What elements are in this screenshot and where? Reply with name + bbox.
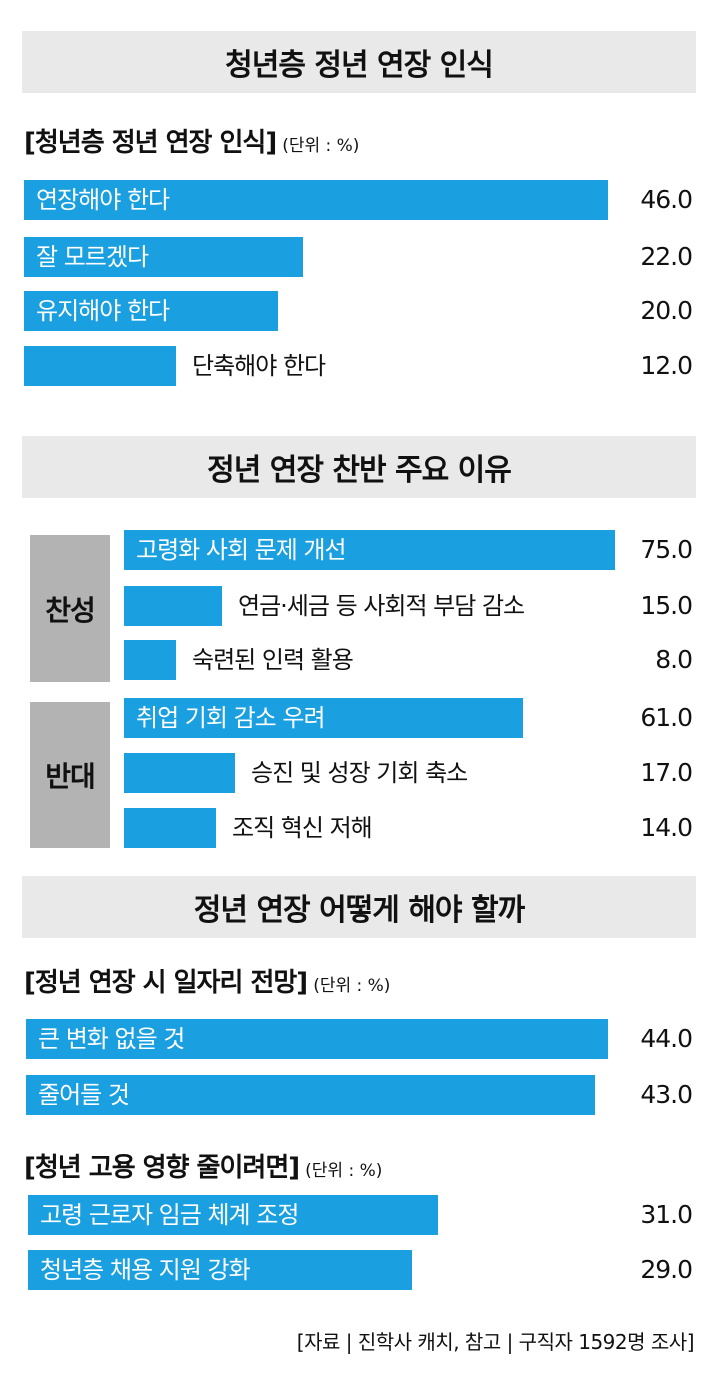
bar <box>26 1075 595 1115</box>
bar-label: 숙련된 인력 활용 <box>192 646 354 674</box>
value-label: 46.0 <box>640 185 693 214</box>
bar <box>24 237 303 277</box>
value-label: 75.0 <box>640 535 693 564</box>
bar <box>24 180 608 220</box>
bar <box>28 1195 438 1235</box>
section-title: 정년 연장 찬반 주요 이유 <box>22 436 696 498</box>
bar <box>24 346 176 386</box>
unit-label: (단위 : %) <box>313 976 391 996</box>
group-label: 찬성 <box>30 535 110 682</box>
value-label: 17.0 <box>640 758 693 787</box>
bar-label: 조직 혁신 저해 <box>232 814 373 842</box>
value-label: 22.0 <box>640 242 693 271</box>
value-label: 29.0 <box>640 1255 693 1284</box>
value-label: 61.0 <box>640 703 693 732</box>
value-label: 8.0 <box>655 645 693 674</box>
bar <box>124 586 222 626</box>
chart-subtitle: [청년층 정년 연장 인식] (단위 : %) <box>24 122 359 159</box>
value-label: 14.0 <box>640 813 693 842</box>
value-label: 20.0 <box>640 296 693 325</box>
bar-label: 고령 근로자 임금 체계 조정 <box>40 1201 299 1229</box>
bar-label: 청년층 채용 지원 강화 <box>40 1256 251 1284</box>
value-label: 12.0 <box>640 351 693 380</box>
unit-label: (단위 : %) <box>282 136 360 156</box>
bar <box>24 291 278 331</box>
section-title: 청년층 정년 연장 인식 <box>22 31 696 93</box>
bar-label: 연장해야 한다 <box>36 186 170 214</box>
bar-label: 승진 및 성장 기회 축소 <box>251 759 468 787</box>
bar <box>124 640 176 680</box>
unit-label: (단위 : %) <box>305 1161 383 1181</box>
bar <box>124 698 523 738</box>
bar-label: 잘 모르겠다 <box>36 243 149 271</box>
chart-subtitle: [정년 연장 시 일자리 전망] (단위 : %) <box>24 962 390 999</box>
source-note: [자료 | 진학사 캐치, 참고 | 구직자 1592명 조사] <box>296 1330 695 1354</box>
bar-label: 큰 변화 없을 것 <box>38 1025 185 1053</box>
section-title: 정년 연장 어떻게 해야 할까 <box>22 876 696 938</box>
bar <box>124 753 235 793</box>
group-label: 반대 <box>30 702 110 848</box>
subtitle-text: [청년층 정년 연장 인식] <box>24 128 277 158</box>
bar <box>26 1019 608 1059</box>
bar <box>124 808 216 848</box>
bar-label: 단축해야 한다 <box>192 352 326 380</box>
bar-label: 줄어들 것 <box>38 1081 130 1109</box>
bar-label: 고령화 사회 문제 개선 <box>136 536 347 564</box>
subtitle-text: [정년 연장 시 일자리 전망] <box>24 968 308 998</box>
bar-label: 유지해야 한다 <box>36 297 170 325</box>
value-label: 15.0 <box>640 591 693 620</box>
subtitle-text: [청년 고용 영향 줄이려면] <box>24 1153 300 1183</box>
chart-subtitle: [청년 고용 영향 줄이려면] (단위 : %) <box>24 1147 382 1184</box>
bar-label: 연금·세금 등 사회적 부담 감소 <box>238 592 525 620</box>
value-label: 44.0 <box>640 1024 693 1053</box>
bar <box>124 530 615 570</box>
value-label: 43.0 <box>640 1080 693 1109</box>
bar-label: 취업 기회 감소 우려 <box>136 704 326 732</box>
value-label: 31.0 <box>640 1200 693 1229</box>
bar <box>28 1250 412 1290</box>
